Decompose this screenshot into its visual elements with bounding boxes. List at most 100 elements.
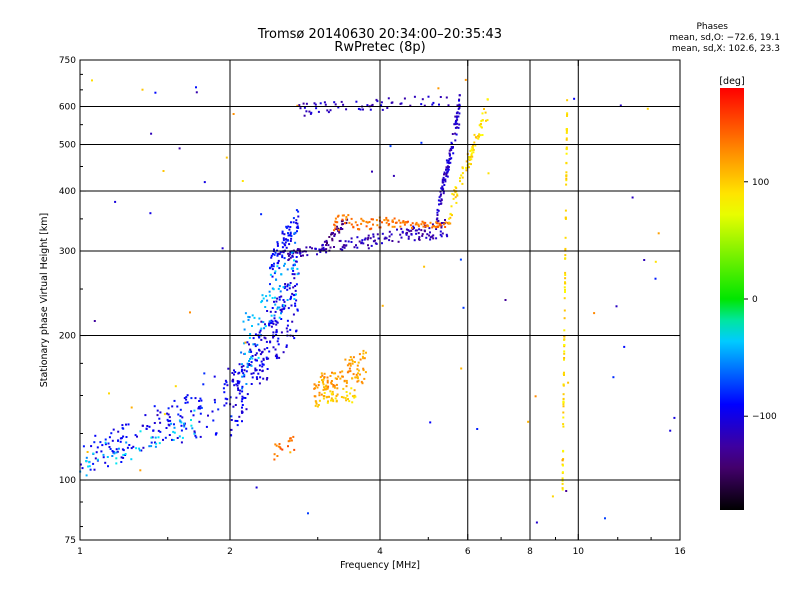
data-point [341,370,344,373]
data-point [294,289,297,292]
data-point [387,97,390,100]
data-point [168,424,171,427]
data-point [260,327,263,330]
data-point [200,399,203,402]
data-point [104,441,107,444]
data-point [86,451,89,453]
data-point [277,261,280,264]
data-point [441,185,444,188]
data-point [230,434,233,437]
data-point [335,395,338,397]
data-point [450,141,453,144]
data-point [250,372,253,375]
data-point [458,99,460,102]
data-point [185,427,188,430]
data-point [449,153,451,156]
data-point [442,179,445,181]
data-point [407,229,410,232]
data-point [362,352,365,355]
data-point [344,240,347,243]
data-point [350,358,353,361]
data-point [274,319,277,322]
data-point [290,221,292,224]
data-point [243,369,246,372]
data-point [440,199,443,202]
data-point [290,304,293,307]
data-point [455,115,458,118]
data-point [444,180,447,183]
data-point [401,230,404,233]
data-point [376,233,379,236]
data-point [250,364,253,367]
data-point [369,237,372,240]
data-point [241,180,244,182]
data-point [319,376,322,379]
data-point [275,444,278,447]
data-point [199,407,201,410]
data-points [79,78,676,524]
data-point [176,437,179,439]
data-point [322,383,325,386]
data-point [564,257,567,260]
data-point [385,218,388,221]
data-point [293,337,296,340]
data-point [422,221,425,224]
data-point [654,260,657,263]
data-point [261,365,264,368]
data-point [561,479,564,482]
data-point [564,274,567,276]
data-point [296,309,299,312]
data-point [119,437,122,440]
data-point [244,397,247,399]
data-point [257,372,260,375]
data-point [293,298,296,300]
data-point [265,340,268,343]
data-point [211,410,214,413]
data-point [91,79,93,82]
data-point [104,443,107,446]
data-point [356,368,359,371]
data-point [470,163,472,166]
data-point [284,241,287,244]
data-point [194,397,197,400]
data-point [241,420,243,423]
data-point [350,241,353,243]
data-point [347,370,350,373]
data-point [452,146,454,148]
data-point [445,159,448,162]
data-point [172,439,175,441]
data-point [565,161,568,164]
data-point [418,236,421,239]
data-point [392,174,395,177]
data-point [291,273,294,276]
data-point [449,212,452,215]
data-point [293,448,296,451]
data-point [203,181,206,184]
data-point [435,237,438,240]
data-point [427,95,430,98]
data-point [289,253,291,256]
data-point [112,428,115,431]
data-point [285,226,288,229]
data-point [352,226,355,229]
data-point [269,310,272,313]
data-point [423,104,426,107]
data-point [410,233,413,236]
data-point [299,252,302,255]
data-point [407,220,409,223]
data-point [276,242,279,245]
data-point [127,423,130,426]
data-point [413,95,416,98]
data-point [383,219,386,222]
data-point [128,444,131,446]
data-point [356,377,359,380]
data-point [326,401,329,404]
data-point [271,253,274,255]
data-point [566,115,568,117]
data-point [461,167,464,170]
data-point [474,144,477,147]
data-point [108,392,110,395]
data-point [236,384,239,387]
data-point [289,240,292,242]
data-point [113,452,116,455]
